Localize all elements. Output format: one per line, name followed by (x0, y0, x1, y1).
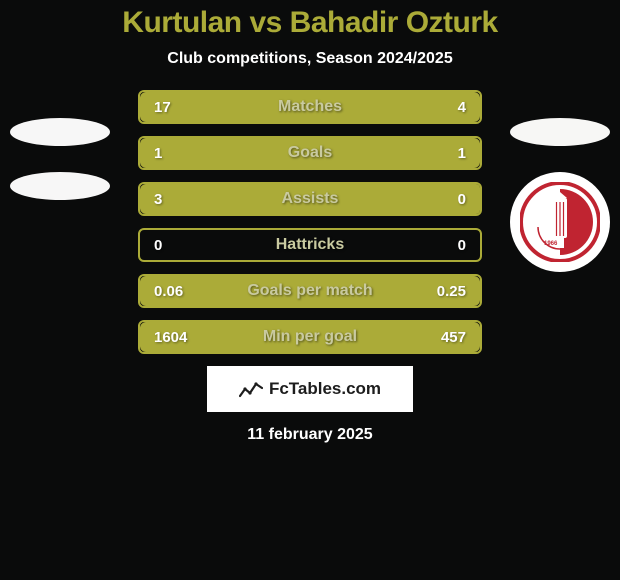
subtitle: Club competitions, Season 2024/2025 (0, 50, 620, 68)
comparison-card: Kurtulan vs Bahadir Ozturk Club competit… (0, 0, 620, 580)
stat-row: 0.060.25Goals per match (138, 274, 482, 308)
stat-label: Assists (140, 190, 480, 208)
stat-row: 174Matches (138, 90, 482, 124)
svg-text:1966: 1966 (544, 241, 558, 247)
club-badge-placeholder (10, 118, 110, 146)
badge-inner: 1966 (516, 178, 604, 266)
stat-row: 30Assists (138, 182, 482, 216)
stat-label: Matches (140, 98, 480, 116)
stat-row: 1604457Min per goal (138, 320, 482, 354)
brand-text: FcTables.com (269, 379, 381, 399)
page-title: Kurtulan vs Bahadir Ozturk (0, 0, 620, 40)
stat-row: 11Goals (138, 136, 482, 170)
fctables-icon (239, 379, 263, 399)
date-label: 11 february 2025 (0, 426, 620, 444)
club-badge-placeholder (510, 118, 610, 146)
brand-footer: FcTables.com (207, 366, 413, 412)
left-player-badges (10, 118, 110, 228)
stat-label: Goals (140, 144, 480, 162)
stat-label: Goals per match (140, 282, 480, 300)
stat-label: Hattricks (140, 236, 480, 254)
stat-label: Min per goal (140, 328, 480, 346)
stat-row: 00Hattricks (138, 228, 482, 262)
antalyaspor-badge: 1966 (510, 172, 610, 272)
right-player-badges: 1966 (510, 118, 610, 278)
stats-chart: 174Matches 11Goals 30Assists 00Hattricks 0.0… (138, 90, 482, 354)
crest-icon: 1966 (520, 182, 600, 262)
club-badge-placeholder (10, 172, 110, 200)
